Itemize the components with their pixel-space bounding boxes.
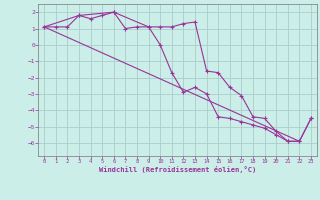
X-axis label: Windchill (Refroidissement éolien,°C): Windchill (Refroidissement éolien,°C) [99,166,256,173]
